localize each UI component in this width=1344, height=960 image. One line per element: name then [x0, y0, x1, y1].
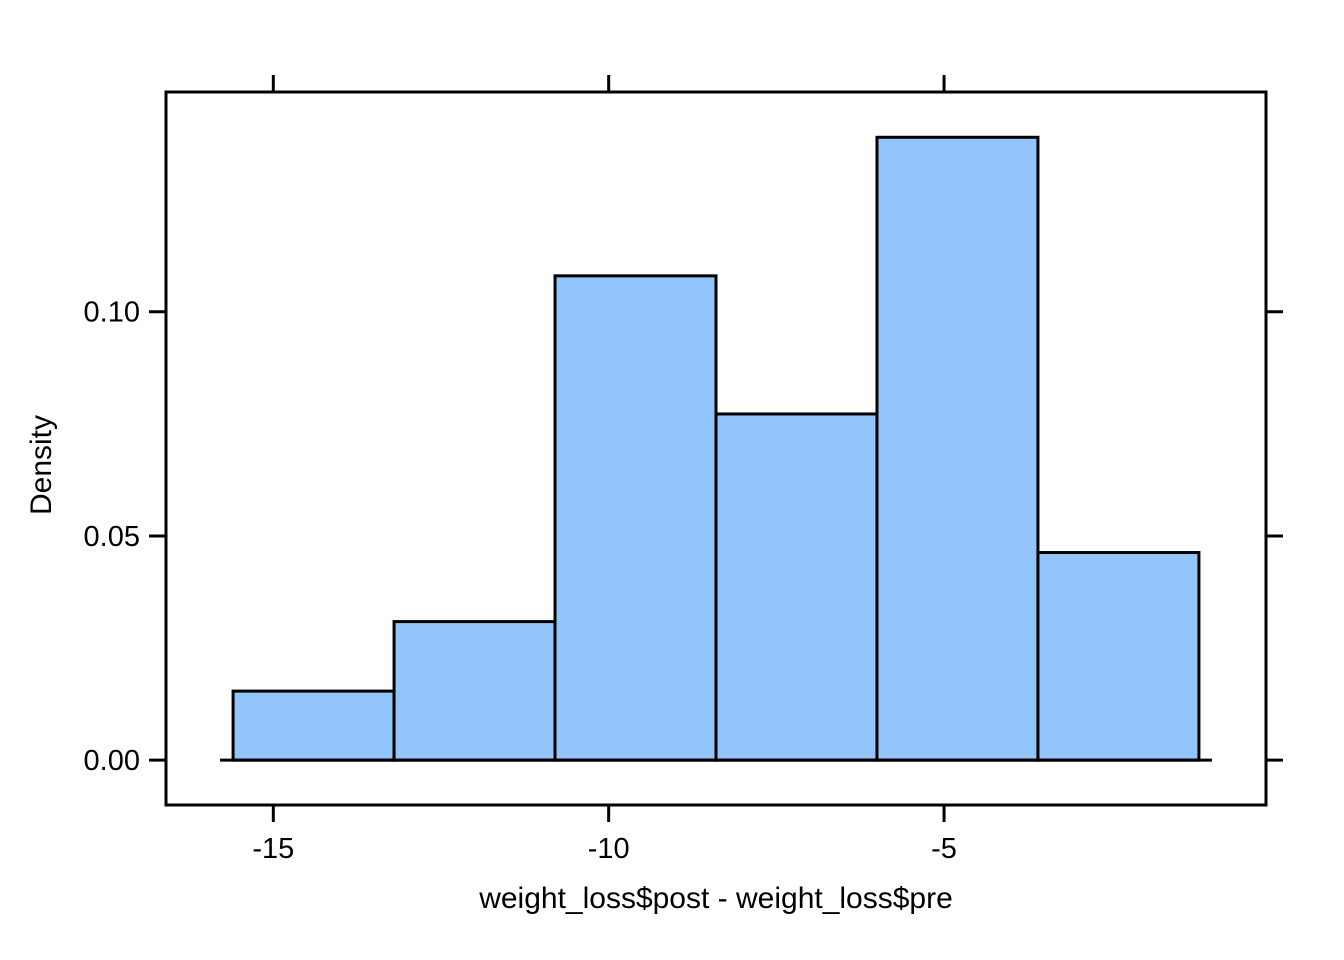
y-axis-title: Density [25, 414, 58, 516]
y-tick-label: 0.00 [84, 745, 140, 777]
histogram-bar [553, 274, 718, 762]
histogram-bar [231, 689, 396, 762]
y-tick-label: 0.10 [84, 297, 140, 329]
histogram-bar [875, 135, 1040, 762]
plot-border [164, 90, 1268, 807]
histogram-bar [714, 412, 879, 762]
x-tick-label: -5 [931, 833, 957, 865]
x-tick-label: -15 [252, 833, 294, 865]
histogram-bar [1036, 551, 1201, 762]
histogram-bar [392, 620, 557, 762]
x-tick-label: -10 [588, 833, 630, 865]
y-tick-label: 0.05 [84, 521, 140, 553]
x-axis-title: weight_loss$post - weight_loss$pre [479, 882, 953, 915]
